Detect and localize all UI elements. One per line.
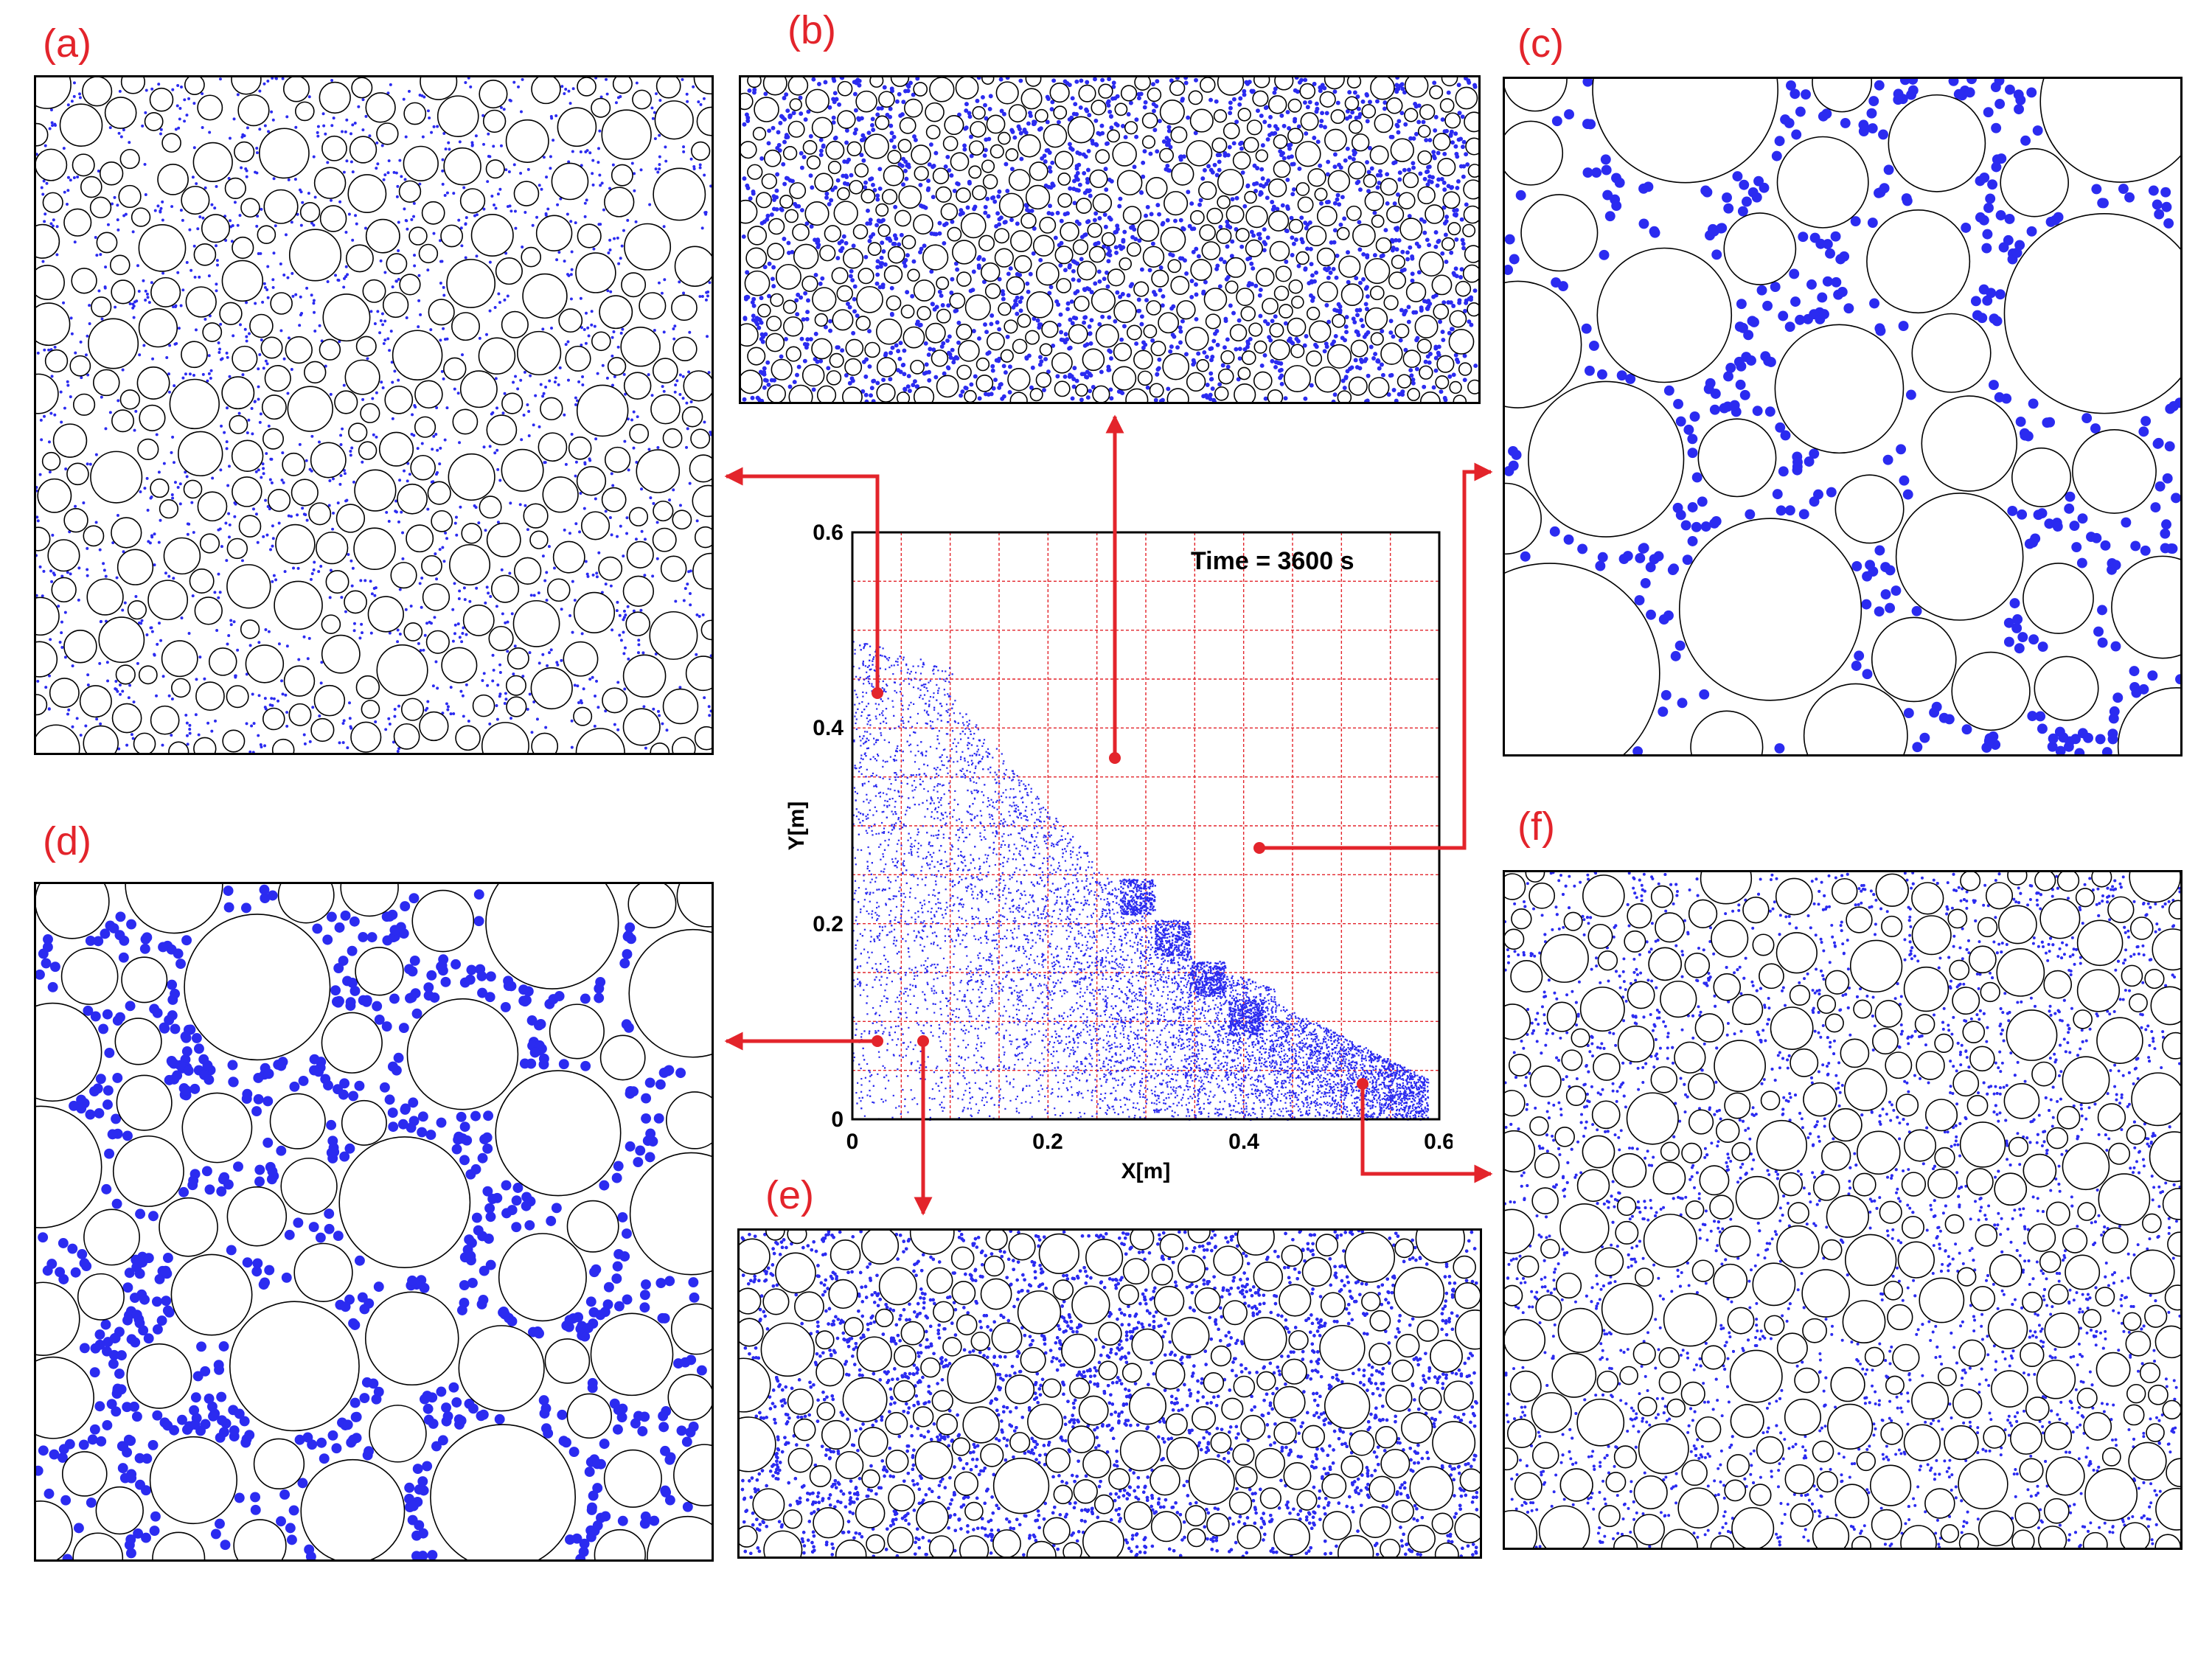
x-axis-label: X[m] (1121, 1159, 1171, 1183)
main-plot: Time = 3600 s 0 0.2 0.4 0.6 X[m] 0 0.2 0… (785, 521, 1453, 1183)
y-tick-0: 0 (831, 1107, 844, 1132)
panel-label-e: (e) (765, 1172, 814, 1218)
panel-label-f: (f) (1517, 804, 1555, 849)
panel-d-view (34, 882, 714, 1562)
panel-e-particles (740, 1231, 1480, 1557)
panel-label-b: (b) (787, 7, 836, 53)
panel-a-particles (36, 77, 712, 753)
panel-c-view (1503, 77, 2183, 757)
panel-c-particles (1505, 79, 2180, 754)
panel-label-d: (d) (43, 818, 91, 864)
x-tick-1: 0.2 (1032, 1130, 1063, 1154)
panel-b-view (739, 75, 1481, 404)
y-axis-label: Y[m] (785, 801, 809, 851)
x-tick-2: 0.4 (1228, 1130, 1259, 1154)
panel-b-particles (741, 77, 1478, 402)
panel-f-view (1503, 870, 2183, 1550)
panel-label-c: (c) (1517, 21, 1564, 66)
panel-d-particles (36, 884, 712, 1559)
plot-particles (852, 641, 1430, 1121)
x-tick-0: 0 (846, 1130, 859, 1154)
panel-a-view (34, 75, 714, 755)
panel-label-a: (a) (43, 21, 91, 66)
panel-f-particles (1505, 872, 2180, 1548)
panel-e-view (737, 1228, 1482, 1559)
y-tick-1: 0.2 (813, 912, 844, 936)
y-tick-2: 0.4 (813, 716, 844, 740)
x-tick-3: 0.6 (1424, 1130, 1453, 1154)
y-tick-3: 0.6 (813, 521, 844, 545)
time-annotation: Time = 3600 s (1191, 547, 1354, 575)
